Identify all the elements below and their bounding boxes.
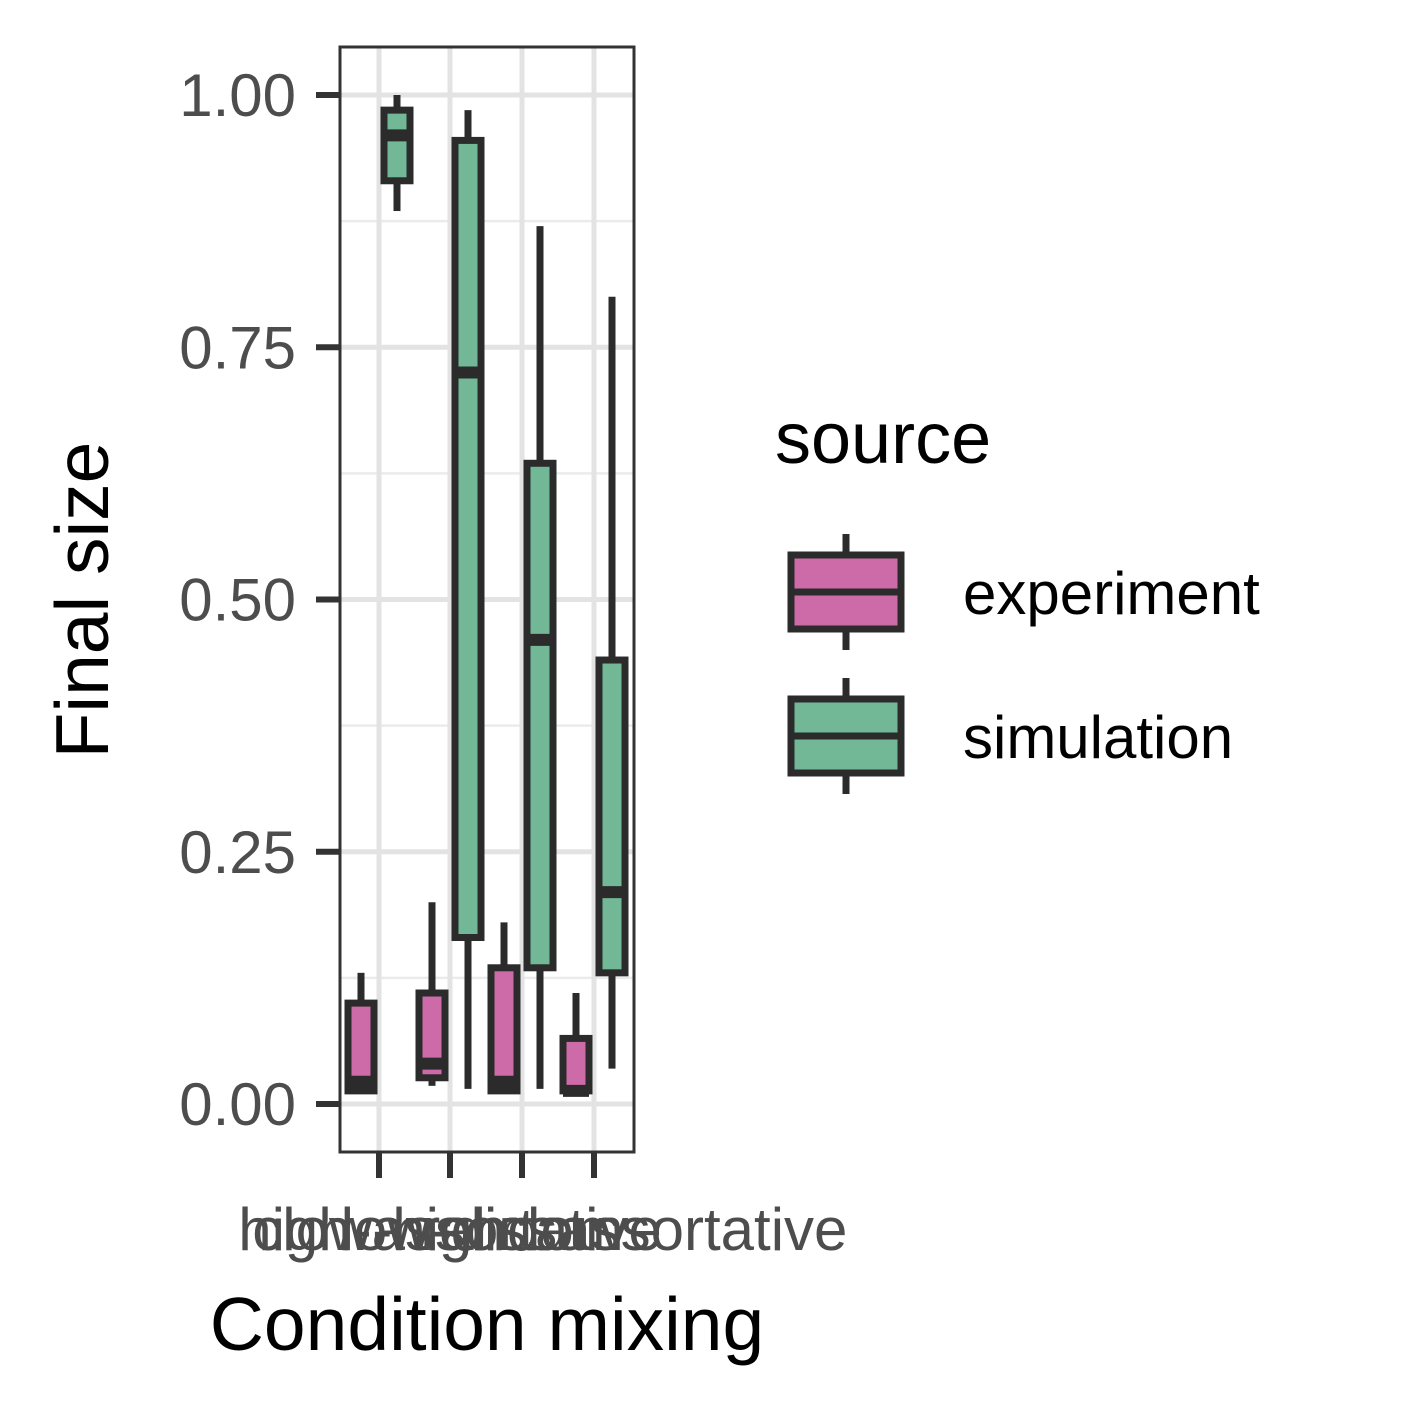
x-tick-label: random: [420, 1196, 623, 1263]
y-axis-title: Final size: [40, 442, 124, 759]
box-simulation-3: [595, 296, 629, 1069]
x-tick-label: high-assortative: [238, 1196, 662, 1263]
legend: source experiment simulation: [775, 399, 1260, 794]
legend-key-simulation: simulation: [787, 678, 1233, 794]
box-body: [559, 1034, 593, 1095]
legend-title: source: [775, 399, 991, 479]
legend-key-experiment: experiment: [787, 534, 1260, 650]
y-tick-label: 0.50: [179, 567, 296, 634]
x-tick-label: low-dissassortative: [341, 1196, 848, 1263]
y-tick-label: 0.75: [179, 314, 296, 381]
box-experiment-1: [415, 902, 449, 1086]
box-experiment-0: [344, 972, 378, 1095]
box-simulation-2: [523, 226, 557, 1089]
box-series: [344, 95, 629, 1097]
box-body: [523, 459, 557, 972]
box-body: [380, 106, 414, 185]
x-axis-title: Condition mixing: [210, 1282, 764, 1366]
legend-keys: experiment simulation: [787, 534, 1260, 794]
gridlines: [340, 47, 634, 1152]
y-tick-label: 1.00: [179, 62, 296, 129]
legend-label: simulation: [963, 704, 1233, 771]
box-simulation-1: [451, 110, 485, 1089]
box-body: [487, 964, 521, 1095]
box-experiment-2: [487, 922, 521, 1095]
box-simulation-0: [380, 95, 414, 212]
legend-label: experiment: [963, 560, 1260, 627]
box-body: [451, 136, 485, 942]
y-axis: 0.00 0.25 0.50 0.75 1.00: [179, 62, 340, 1138]
box-experiment-3: [559, 993, 593, 1097]
box-body: [595, 656, 629, 977]
y-tick-label: 0.25: [179, 819, 296, 886]
y-tick-label: 0.00: [179, 1071, 296, 1138]
x-axis: clow-highhigh-assortativerandomlow-dissa…: [238, 1152, 847, 1263]
x-tick-label: clow-high: [252, 1196, 505, 1263]
